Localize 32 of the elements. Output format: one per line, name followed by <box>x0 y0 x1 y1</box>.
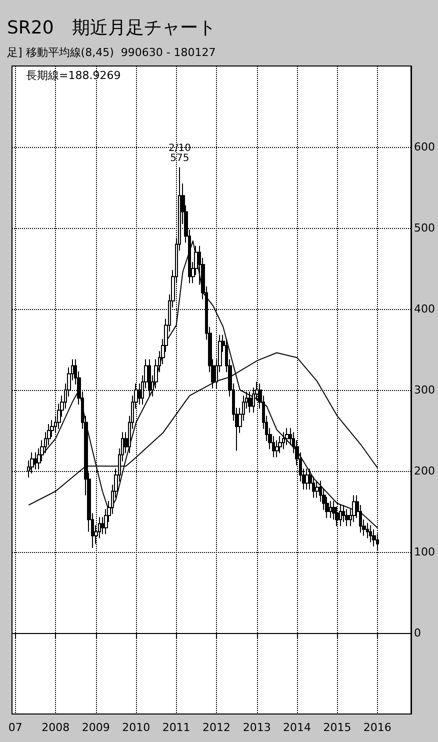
y-tick-label: 100 <box>414 546 436 558</box>
candlestick <box>34 452 37 470</box>
chart-subtitle: 足] 移動平均線(8,45) 990630 - 180127 <box>7 46 216 59</box>
x-tick-label: 2015 <box>323 721 352 734</box>
candlestick <box>372 528 376 547</box>
candlestick <box>315 480 319 498</box>
y-tick-label: 400 <box>414 302 436 316</box>
chart-title: SR20 期近月足チャート <box>7 18 216 38</box>
y-tick-label: 200 <box>414 464 436 478</box>
x-tick-label: 2010 <box>122 721 150 734</box>
x-tick-label: 2009 <box>82 721 110 734</box>
candlestick <box>248 391 252 414</box>
x-tick-label: 2016 <box>363 721 392 734</box>
candlestick <box>352 494 356 523</box>
x-tick-label: 2013 <box>242 721 271 734</box>
y-tick-label: 0 <box>414 626 422 640</box>
candlestick <box>366 522 369 539</box>
x-tick-label: 07 <box>8 721 22 734</box>
candlestick <box>369 524 372 543</box>
y-tick-label: 300 <box>414 384 436 396</box>
candlestick <box>329 500 332 518</box>
x-tick-label: 2014 <box>283 721 312 734</box>
x-tick-label: 2012 <box>202 721 231 734</box>
x-tick-label: 2008 <box>42 721 70 734</box>
y-tick-label: 500 <box>414 222 436 234</box>
candlestick <box>278 436 282 454</box>
candlestick <box>285 428 289 446</box>
candlestick <box>342 504 345 523</box>
candlestick <box>282 432 285 450</box>
candlestick <box>275 440 279 458</box>
x-tick-label: 2011 <box>162 721 190 734</box>
y-tick-label: 600 <box>414 140 436 154</box>
